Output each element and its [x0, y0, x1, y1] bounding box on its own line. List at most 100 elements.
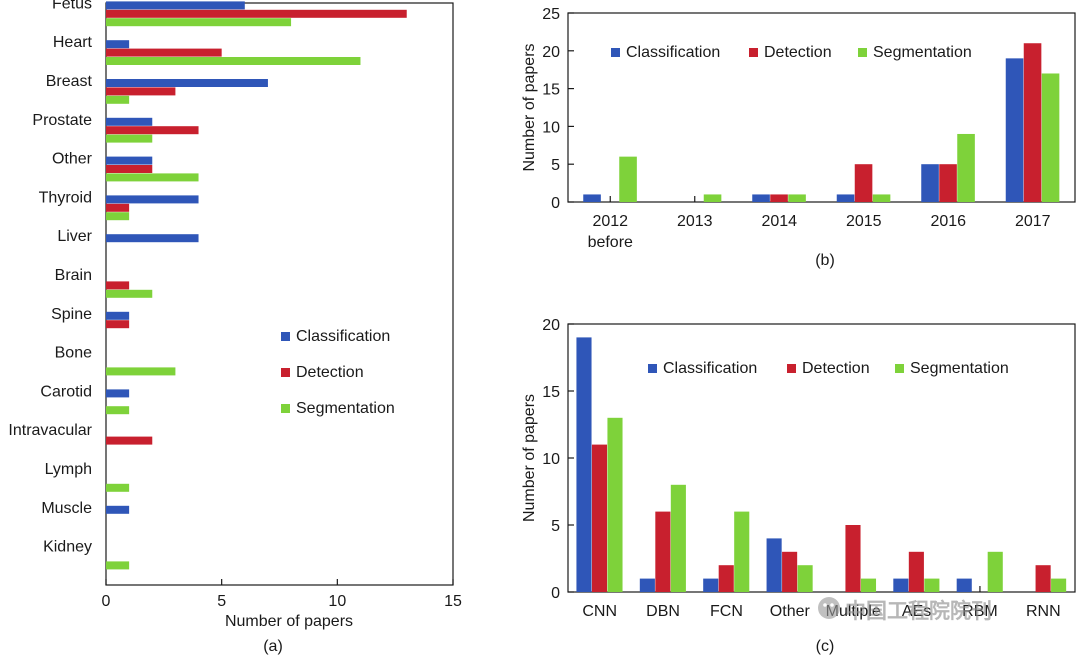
category-label-c: RNN: [1026, 603, 1061, 620]
category-label-c: RBM: [962, 603, 998, 620]
legend-label-1: Detection: [764, 44, 832, 61]
plot-frame-b: [567, 12, 1076, 203]
y-axis-label-c: Number of papers: [521, 394, 538, 522]
legend-a: Classification Detection Segmentation: [281, 328, 395, 417]
caption-c: (c): [816, 638, 835, 655]
bar-c-segmentation: [1051, 578, 1067, 592]
bar-a-segmentation: [106, 212, 130, 221]
bar-b-classification: [1005, 58, 1024, 202]
bar-c-classification: [576, 337, 592, 592]
caption-a: (a): [263, 638, 283, 655]
wechat-icon-eye-left: [823, 603, 827, 607]
x-tick-label-a: 10: [328, 593, 346, 610]
category-label-a: Breast: [46, 73, 93, 90]
bar-b-detection: [770, 194, 788, 202]
legend-b: Classification Detection Segmentation: [611, 44, 972, 61]
bar-a-segmentation: [106, 406, 130, 415]
legend-swatch-1: [749, 48, 758, 57]
bar-c-segmentation: [860, 578, 877, 592]
category-label-a: Kidney: [43, 539, 92, 556]
chart-a: Fetus Heart Breast Prostate Other Thyroid Live…: [8, 0, 462, 655]
bar-a-segmentation: [106, 173, 199, 182]
legend-swatch-2: [895, 364, 904, 373]
category-label-a: Brain: [55, 267, 92, 284]
category-label-a: Heart: [53, 34, 93, 51]
bar-a-segmentation: [106, 289, 153, 298]
legend-swatch-2: [858, 48, 867, 57]
bar-c-segmentation: [797, 565, 813, 592]
x-tick-label-a: 15: [444, 593, 462, 610]
bar-a-classification: [106, 79, 268, 87]
chart-b: 0 5 10 15 20 25 2012 before 2013 2014 2015 2016 2017…: [521, 6, 1076, 269]
x-axis-label-a: Number of papers: [225, 613, 353, 630]
bar-b-segmentation: [619, 156, 637, 202]
category-label-a: Prostate: [32, 112, 92, 129]
legend-label-2: Segmentation: [296, 400, 395, 417]
category-label-a: Fetus: [52, 0, 92, 12]
legend-label-0: Classification: [626, 44, 720, 61]
bar-a-segmentation: [106, 18, 292, 27]
legend-swatch-1: [787, 364, 796, 373]
y-tick-label-b: 25: [542, 6, 560, 23]
caption-b: (b): [815, 252, 835, 269]
bar-a-detection: [106, 48, 222, 57]
bar-c-detection: [908, 551, 924, 592]
category-label-c: FCN: [710, 603, 743, 620]
category-label-b: 2013: [677, 213, 713, 230]
category-label-b: 2012: [592, 213, 628, 230]
bar-b-segmentation: [957, 133, 975, 202]
bar-b-detection: [1023, 43, 1042, 202]
bar-c-detection: [845, 525, 861, 592]
bar-b-segmentation: [788, 194, 806, 202]
category-label-a: Carotid: [40, 383, 92, 400]
bar-a-detection: [106, 281, 130, 290]
watermark-text: 中国工程院院刊: [845, 599, 992, 623]
bar-c-classification: [766, 538, 782, 592]
bar-a-detection: [106, 126, 199, 135]
legend-label-0: Classification: [663, 360, 757, 377]
bar-a-segmentation: [106, 134, 153, 143]
bar-a-detection: [106, 320, 130, 329]
y-tick-label-c: 0: [551, 585, 560, 602]
bar-a-classification: [106, 1, 245, 10]
bar-b-segmentation: [703, 194, 722, 202]
bar-b-classification: [836, 194, 855, 202]
wechat-icon-eye-right: [830, 603, 834, 607]
y-tick-label-b: 0: [551, 195, 560, 212]
category-label-c: CNN: [582, 603, 617, 620]
x-tick-label-a: 5: [217, 593, 226, 610]
legend-swatch-0: [281, 332, 290, 341]
legend-swatch-0: [648, 364, 657, 373]
category-label-b: 2014: [761, 213, 797, 230]
bar-a-detection: [106, 9, 407, 18]
wechat-icon: [818, 597, 840, 619]
bar-a-segmentation: [106, 367, 176, 376]
bar-b-detection: [854, 164, 873, 202]
bar-a-classification: [106, 117, 153, 126]
bar-a-detection: [106, 436, 153, 445]
bar-a-classification: [106, 505, 130, 514]
category-label-a: Bone: [55, 345, 92, 362]
y-tick-label-c: 5: [551, 518, 560, 535]
bar-c-segmentation: [987, 551, 1003, 592]
bar-c-detection: [591, 444, 608, 592]
bar-b-classification: [921, 164, 939, 202]
legend-swatch-1: [281, 368, 290, 377]
bar-a-segmentation: [106, 561, 130, 570]
legend-label-2: Segmentation: [910, 360, 1009, 377]
category-label-b: 2016: [930, 213, 966, 230]
category-label-c: Other: [770, 603, 811, 620]
bar-c-segmentation: [607, 417, 623, 592]
category-label-a: Other: [52, 151, 93, 168]
bar-a-segmentation: [106, 57, 361, 65]
y-tick-label-c: 15: [542, 384, 560, 401]
bar-a-detection: [106, 87, 176, 96]
category-label-a: Muscle: [41, 500, 92, 517]
bar-c-detection: [1035, 565, 1051, 592]
bar-c-detection: [655, 511, 671, 592]
category-label-c: DBN: [646, 603, 680, 620]
bar-a-classification: [106, 40, 130, 49]
category-sublabel-b: before: [588, 234, 633, 251]
